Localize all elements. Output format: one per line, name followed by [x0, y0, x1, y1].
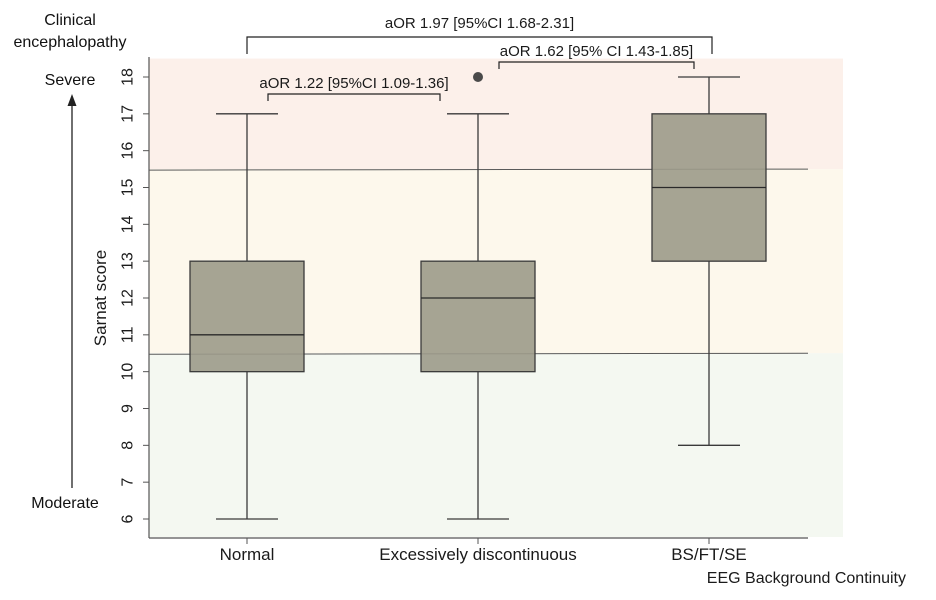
- comparison-label: aOR 1.97 [95%CI 1.68-2.31]: [385, 15, 574, 32]
- moderate-label: Moderate: [31, 495, 99, 512]
- comparison-bracket: [267, 93, 441, 101]
- y-tick-label: 14: [120, 215, 137, 233]
- box-1: [420, 72, 536, 520]
- y-tick-label: 9: [120, 404, 137, 413]
- x-tick-label: BS/FT/SE: [671, 545, 747, 564]
- y-tick-label: 15: [120, 179, 137, 197]
- y-tick-label: 11: [120, 326, 137, 343]
- outlier-point: [473, 72, 483, 82]
- x-tick-label: Excessively discontinuous: [379, 545, 576, 564]
- severity-arrow: [67, 94, 77, 488]
- side-title-line2: encephalopathy: [13, 34, 127, 51]
- side-title-line1: Clinical: [44, 12, 96, 29]
- comparison-label: aOR 1.62 [95% CI 1.43-1.85]: [500, 43, 693, 60]
- severe-label: Severe: [44, 72, 96, 89]
- y-tick-label: 13: [120, 252, 137, 270]
- box-2: [651, 76, 767, 446]
- y-tick-label: 10: [120, 363, 137, 381]
- comparison-2: aOR 1.22 [95%CI 1.09-1.36]: [259, 75, 449, 101]
- box-0: [189, 113, 305, 520]
- comparison-0: aOR 1.97 [95%CI 1.68-2.31]: [246, 15, 713, 54]
- y-tick-label: 8: [120, 441, 137, 450]
- axes: 6 7 8 9 10 11 12 13 14 15 16 17 18 Sarnat score Normal…: [91, 57, 808, 564]
- comparison-1: aOR 1.62 [95% CI 1.43-1.85]: [498, 43, 695, 69]
- comparison-bracket: [498, 61, 695, 69]
- y-axis-title: Sarnat score: [91, 250, 110, 346]
- y-tick-label: 17: [120, 105, 137, 123]
- comparison-label: aOR 1.22 [95%CI 1.09-1.36]: [259, 75, 448, 92]
- x-axis-title: EEG Background Continuity: [706, 570, 906, 587]
- y-tick-label: 18: [120, 68, 137, 86]
- x-tick-label: Normal: [220, 545, 275, 564]
- severity-arrow-head: [67, 94, 77, 106]
- comparison-bracket: [246, 36, 713, 54]
- y-tick-label: 6: [120, 514, 137, 523]
- y-tick-label: 7: [120, 478, 137, 487]
- side-annotation-title: Clinical encephalopathy: [0, 10, 140, 54]
- boxes: [189, 72, 767, 520]
- y-tick-label: 12: [120, 289, 137, 307]
- y-tick-label: 16: [120, 142, 137, 160]
- box-iqr: [420, 260, 536, 373]
- box-iqr: [189, 260, 305, 373]
- comparison-brackets: aOR 1.97 [95%CI 1.68-2.31] aOR 1.62 [95% …: [246, 15, 713, 101]
